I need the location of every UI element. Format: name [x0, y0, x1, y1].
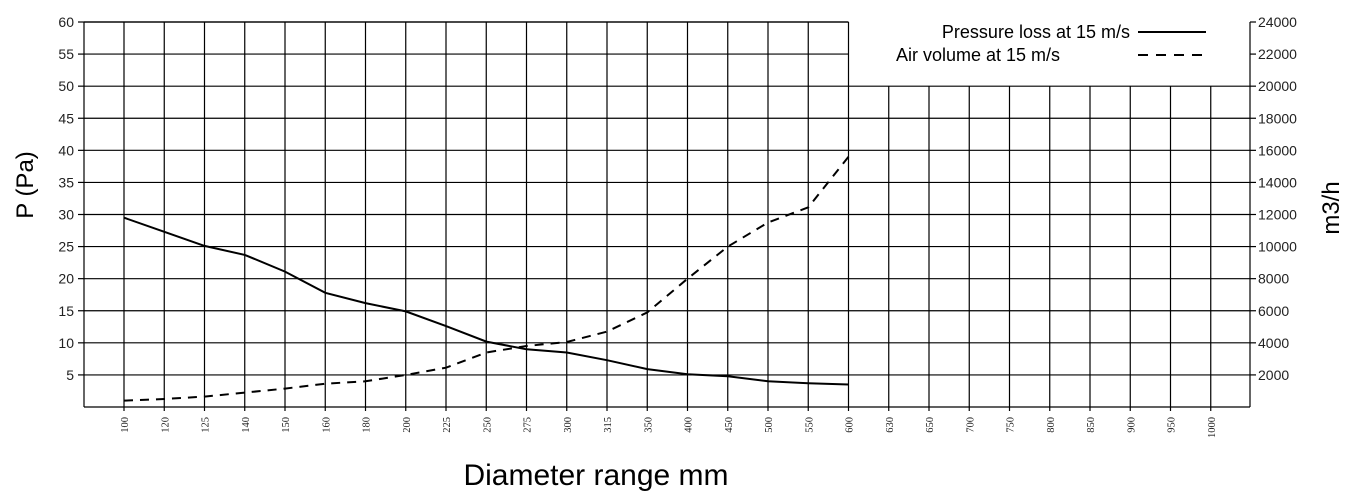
- right-tick-label: 12000: [1258, 207, 1297, 223]
- x-tick-label: 120: [160, 417, 171, 433]
- right-axis-ticks: 2000 4000 6000 8000 10000 12000 14000 16000 1800…: [1250, 14, 1297, 383]
- x-tick-label: 350: [643, 417, 654, 433]
- y-axis-right-title: m3/h: [1318, 181, 1345, 234]
- right-tick-label: 20000: [1258, 78, 1297, 94]
- x-axis-title: Diameter range mm: [463, 459, 728, 492]
- x-tick-label: 500: [764, 417, 775, 433]
- x-axis-ticks: 100 120 125 140 150 160 180 200 225 250 275 300 315 3…: [120, 417, 1218, 438]
- x-tick-label: 800: [1046, 417, 1057, 433]
- y-axis-left-title: P (Pa): [12, 151, 39, 219]
- grid: [84, 21, 1250, 411]
- left-tick-label: 10: [58, 335, 74, 351]
- left-tick-label: 45: [58, 110, 74, 126]
- right-tick-label: 24000: [1258, 14, 1297, 30]
- legend: Pressure loss at 15 m/s Air volume at 15…: [896, 22, 1206, 65]
- x-tick-label: 275: [523, 417, 534, 433]
- left-axis-ticks: 5 10 15 20 25 30 35 40 45 50 55 60: [58, 14, 84, 383]
- x-tick-label: 700: [965, 417, 976, 433]
- x-tick-label: 125: [201, 417, 212, 433]
- x-tick-label: 300: [563, 417, 574, 433]
- x-tick-label: 450: [724, 417, 735, 433]
- right-tick-label: 10000: [1258, 239, 1297, 255]
- right-tick-label: 14000: [1258, 174, 1297, 190]
- series-line-pressure-loss: [123, 216, 849, 386]
- x-tick-label: 750: [1006, 417, 1017, 433]
- x-tick-label: 160: [321, 417, 332, 433]
- x-tick-label: 100: [120, 417, 131, 433]
- left-tick-label: 50: [58, 78, 74, 94]
- x-tick-label: 850: [1086, 417, 1097, 433]
- left-tick-label: 55: [58, 46, 74, 62]
- left-tick-label: 20: [58, 271, 74, 287]
- x-tick-label: 140: [241, 417, 252, 433]
- x-tick-label: 150: [281, 417, 292, 433]
- legend-label-pressure: Pressure loss at 15 m/s: [942, 22, 1130, 42]
- left-tick-label: 25: [58, 239, 74, 255]
- left-tick-label: 5: [66, 367, 74, 383]
- x-tick-label: 950: [1167, 417, 1178, 433]
- x-tick-label: 180: [362, 417, 373, 433]
- x-tick-label: 250: [482, 417, 493, 433]
- left-tick-label: 40: [58, 142, 74, 158]
- x-tick-label: 225: [442, 417, 453, 433]
- right-tick-label: 4000: [1258, 335, 1289, 351]
- right-tick-label: 2000: [1258, 367, 1289, 383]
- right-tick-label: 6000: [1258, 303, 1289, 319]
- x-tick-label: 650: [925, 417, 936, 433]
- left-tick-label: 15: [58, 303, 74, 319]
- x-tick-label: 600: [845, 417, 856, 433]
- right-tick-label: 18000: [1258, 110, 1297, 126]
- x-tick-label: 630: [885, 417, 896, 433]
- x-tick-label: 315: [603, 417, 614, 433]
- right-tick-label: 22000: [1258, 46, 1297, 62]
- x-tick-label: 200: [402, 417, 413, 433]
- left-tick-label: 30: [58, 207, 74, 223]
- series-lines: [123, 156, 850, 402]
- x-tick-label: 1000: [1207, 417, 1218, 438]
- right-tick-label: 8000: [1258, 271, 1289, 287]
- legend-label-airvolume: Air volume at 15 m/s: [896, 45, 1060, 65]
- right-tick-label: 16000: [1258, 142, 1297, 158]
- x-tick-label: 400: [684, 417, 695, 433]
- left-tick-label: 60: [58, 14, 74, 30]
- x-tick-label: 550: [804, 417, 815, 433]
- left-tick-label: 35: [58, 174, 74, 190]
- x-tick-label: 900: [1126, 417, 1137, 433]
